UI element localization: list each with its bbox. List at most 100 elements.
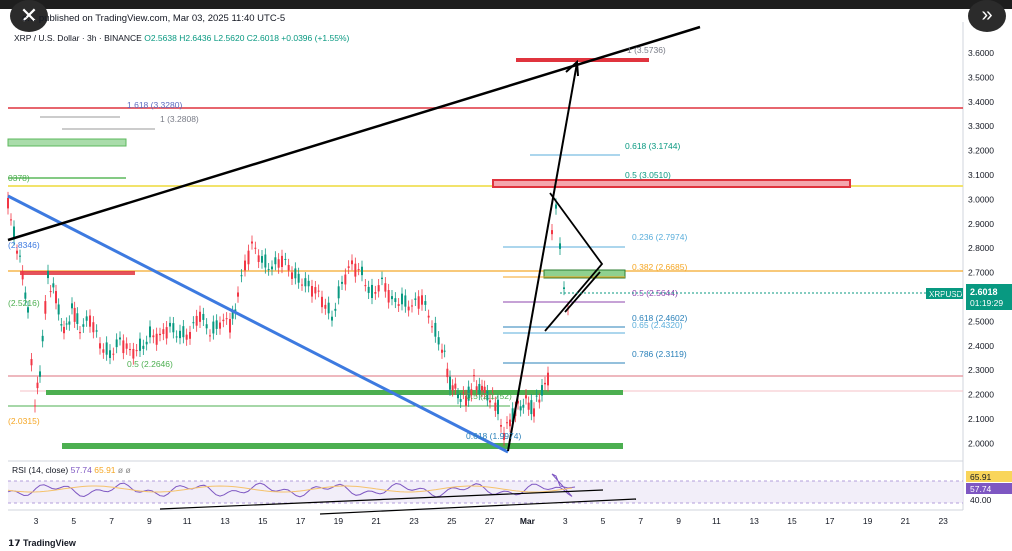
- price-axis: 3.6000 3.5000 3.4000 3.3000 3.2000 3.1000 3.00…: [968, 48, 994, 448]
- candle-body: [237, 292, 239, 297]
- candle-body: [530, 400, 533, 415]
- candle-body: [470, 389, 473, 396]
- fib-label: 1 (3.2808): [160, 114, 199, 124]
- candle-body: [384, 283, 387, 292]
- candle-body: [13, 226, 15, 240]
- price-tick-label: 3.6000: [968, 48, 994, 58]
- candle-body: [377, 285, 380, 292]
- time-tick-label: 17: [825, 516, 835, 526]
- candle-body: [449, 376, 451, 390]
- price-tick-label: 3.5000: [968, 72, 994, 82]
- fib-label: 0.236 (2.7974): [632, 232, 687, 242]
- candle-body: [486, 391, 489, 401]
- candle-body: [491, 393, 494, 395]
- candle-body: [60, 324, 63, 326]
- candle-body: [202, 313, 205, 320]
- symbol-tag: XRPUSD: [929, 290, 963, 299]
- candle-body: [367, 286, 370, 293]
- candle-body: [374, 292, 377, 294]
- candle-body: [169, 322, 171, 327]
- fib-label: 1.618 (3.3280): [127, 100, 182, 110]
- candle-body: [394, 298, 397, 302]
- fib-label: (2.0315): [8, 416, 40, 426]
- candle-body: [555, 204, 557, 209]
- candle-body: [145, 341, 148, 345]
- candle-body: [525, 395, 527, 399]
- time-tick-label: 21: [901, 516, 911, 526]
- time-tick-label: 19: [863, 516, 873, 526]
- candle-body: [344, 274, 347, 285]
- candle-body: [424, 301, 427, 305]
- close-icon[interactable]: ✕: [10, 0, 48, 32]
- candle-body: [341, 281, 343, 284]
- time-tick-label: 7: [109, 516, 114, 526]
- ohlc-values: O2.5638 H2.6436 L2.5620 C2.6018 +0.0396 …: [144, 33, 350, 43]
- time-tick-label: 11: [183, 516, 192, 526]
- candle-body: [407, 306, 410, 311]
- price-tick-label: 2.4000: [968, 341, 994, 351]
- candle-body: [63, 326, 65, 334]
- rsi-level-tag: 40.00: [970, 495, 992, 505]
- candle-body: [19, 255, 21, 257]
- candle-body: [73, 307, 76, 322]
- price-tick-label: 2.1000: [968, 414, 994, 424]
- candle-body: [257, 255, 260, 262]
- price-tick-label: 2.9000: [968, 219, 994, 229]
- candle-body: [139, 338, 141, 351]
- candle-body: [284, 258, 287, 260]
- candle-body: [7, 197, 9, 209]
- candle-body: [55, 291, 57, 304]
- candle-body: [229, 319, 231, 333]
- fib-lines: [8, 116, 625, 407]
- time-tick-label: 25: [447, 516, 457, 526]
- candle-body: [337, 286, 340, 299]
- candle-body: [457, 394, 459, 399]
- candle-body: [102, 349, 105, 353]
- candle-body: [122, 340, 125, 354]
- red-zone-left: [20, 271, 135, 275]
- candle-body: [371, 284, 373, 299]
- time-tick-label: 3: [563, 516, 568, 526]
- candle-body: [441, 349, 443, 353]
- fib-label: 0.382 (2.6685): [632, 262, 687, 272]
- candle-body: [142, 345, 145, 349]
- price-tick-label: 3.0000: [968, 194, 994, 204]
- candle-body: [247, 250, 250, 265]
- candle-body: [149, 326, 151, 338]
- double-chevron-right-icon[interactable]: »: [968, 0, 1006, 32]
- candle-body: [364, 285, 367, 287]
- candle-body: [361, 266, 363, 276]
- candle-body: [294, 268, 297, 279]
- candle-body: [95, 330, 98, 332]
- fib-label: 0378): [8, 173, 30, 183]
- price-tick-label: 3.1000: [968, 170, 994, 180]
- candle-body: [459, 399, 462, 402]
- candle-body: [414, 298, 417, 300]
- rsi-trendline-2: [319, 498, 637, 515]
- candle-body: [317, 290, 320, 292]
- candle-body: [92, 322, 95, 333]
- candle-body: [49, 291, 52, 293]
- candle-body: [277, 259, 280, 268]
- candle-body: [533, 408, 535, 417]
- candle-body: [462, 392, 465, 394]
- candle-body: [327, 302, 330, 314]
- candle-body: [351, 260, 353, 265]
- candle-body: [509, 419, 511, 427]
- candle-body: [411, 305, 413, 307]
- time-tick-label: 9: [676, 516, 681, 526]
- black-ascending-trendline: [7, 25, 701, 242]
- candle-body: [321, 296, 323, 308]
- rsi-ma-tag: 65.91: [970, 472, 992, 482]
- time-tick-label: 9: [147, 516, 152, 526]
- candle-body: [307, 280, 310, 287]
- time-tick-label: 13: [749, 516, 759, 526]
- candle-body: [497, 399, 499, 415]
- candle-body: [261, 256, 263, 263]
- candle-body: [489, 400, 491, 403]
- candle-body: [544, 382, 546, 385]
- candle-body: [563, 287, 565, 290]
- candle-body: [500, 425, 502, 427]
- publish-info: c… published on TradingView.com, Mar 03,…: [22, 13, 286, 24]
